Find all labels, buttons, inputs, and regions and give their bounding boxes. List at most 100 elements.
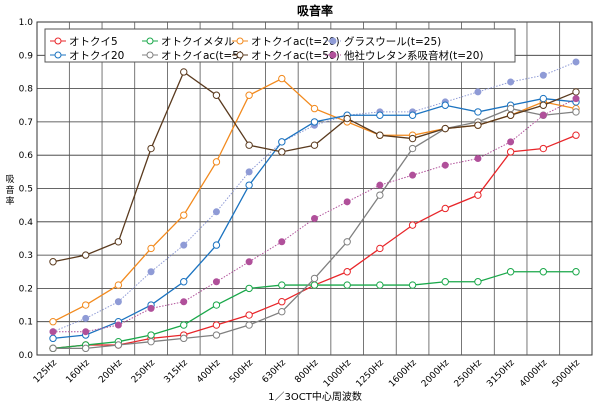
- data-point: [212, 278, 220, 286]
- data-point: [147, 337, 155, 346]
- data-point: [506, 104, 515, 113]
- legend-marker: [236, 37, 244, 45]
- data-point: [114, 341, 123, 349]
- data-point: [539, 71, 547, 79]
- data-point: [245, 321, 253, 329]
- data-point: [572, 131, 580, 139]
- data-point: [539, 101, 548, 109]
- data-point: [147, 244, 155, 253]
- data-point: [506, 268, 515, 276]
- data-point: [408, 111, 417, 119]
- x-tick-label: 500Hz: [228, 358, 256, 386]
- x-tick-label: 1600Hz: [387, 358, 419, 390]
- data-point: [212, 301, 221, 309]
- y-tick-label: 0.3: [19, 251, 33, 261]
- data-point: [474, 191, 482, 199]
- legend-label: オトクイac(t=50): [251, 50, 340, 62]
- data-point: [81, 344, 90, 353]
- legend-label: オトクイac(t=20): [251, 36, 340, 48]
- legend-marker: [54, 51, 62, 59]
- data-point: [474, 88, 482, 96]
- legend-box: [44, 28, 516, 63]
- data-point: [376, 281, 384, 289]
- legend-marker: [236, 51, 244, 59]
- legend-marker: [146, 37, 154, 45]
- data-point: [343, 114, 351, 123]
- data-point: [212, 91, 221, 99]
- y-tick-label: 0.0: [19, 351, 34, 361]
- data-point: [212, 241, 221, 249]
- x-tick-label: 160Hz: [64, 358, 92, 386]
- data-point: [278, 308, 286, 316]
- x-tick-label: 1250Hz: [355, 358, 387, 390]
- legend-label: グラスウール(t=25): [344, 35, 441, 48]
- data-point: [147, 304, 155, 312]
- legend-marker: [329, 37, 337, 45]
- data-point: [376, 181, 384, 189]
- data-point: [572, 268, 580, 276]
- data-point: [49, 334, 57, 343]
- data-point: [278, 138, 286, 146]
- data-point: [245, 168, 253, 176]
- y-tick-label: 0.4: [19, 218, 34, 228]
- data-point: [245, 141, 253, 149]
- legend-marker: [329, 51, 337, 59]
- data-point: [180, 321, 188, 329]
- data-point: [441, 124, 449, 133]
- data-point: [147, 144, 155, 153]
- data-point: [474, 121, 482, 129]
- y-tick-label: 0.5: [19, 185, 33, 195]
- data-point: [212, 321, 221, 329]
- data-point: [180, 211, 188, 219]
- data-point: [82, 328, 90, 336]
- x-tick-label: 250Hz: [130, 358, 158, 386]
- x-axis-label: 1／3OCT中心周波数: [268, 390, 362, 403]
- data-point: [49, 318, 57, 326]
- legend-marker: [54, 37, 62, 45]
- y-tick-label: 0.9: [19, 51, 34, 61]
- data-point: [81, 251, 90, 259]
- data-point: [376, 111, 384, 119]
- data-point: [441, 278, 449, 286]
- data-point: [114, 281, 123, 289]
- data-point: [408, 281, 417, 289]
- data-point: [408, 134, 417, 143]
- data-point: [49, 258, 57, 266]
- data-point: [539, 94, 548, 103]
- data-point: [114, 238, 123, 246]
- data-point: [539, 144, 548, 153]
- data-point: [49, 328, 57, 336]
- data-point: [506, 148, 515, 156]
- x-tick-label: 630Hz: [261, 358, 289, 386]
- data-point: [245, 311, 253, 319]
- data-point: [278, 281, 286, 289]
- data-point: [343, 268, 351, 276]
- legend-label: オトクイメタル: [161, 36, 235, 48]
- data-point: [376, 131, 384, 139]
- data-point: [343, 198, 351, 206]
- y-tick-label: 1.0: [19, 18, 34, 28]
- x-tick-label: 2500Hz: [453, 358, 485, 390]
- x-tick-label: 3150Hz: [485, 358, 517, 390]
- data-point: [49, 344, 57, 353]
- data-point: [278, 148, 286, 156]
- data-point: [212, 331, 221, 339]
- data-point: [441, 204, 449, 213]
- y-tick-label: 0.7: [19, 118, 33, 128]
- y-tick-label: 0.2: [19, 284, 33, 294]
- data-point: [180, 278, 188, 286]
- data-point: [507, 138, 515, 146]
- data-point: [310, 274, 319, 283]
- data-point: [311, 214, 318, 222]
- data-point: [278, 74, 286, 83]
- data-point: [212, 208, 220, 216]
- legend-label: オトクイ20: [69, 50, 124, 62]
- data-point: [376, 191, 384, 199]
- data-point: [409, 171, 417, 179]
- data-point: [539, 111, 547, 119]
- data-point: [310, 104, 319, 113]
- x-tick-label: 800Hz: [293, 358, 321, 386]
- data-point: [180, 68, 188, 76]
